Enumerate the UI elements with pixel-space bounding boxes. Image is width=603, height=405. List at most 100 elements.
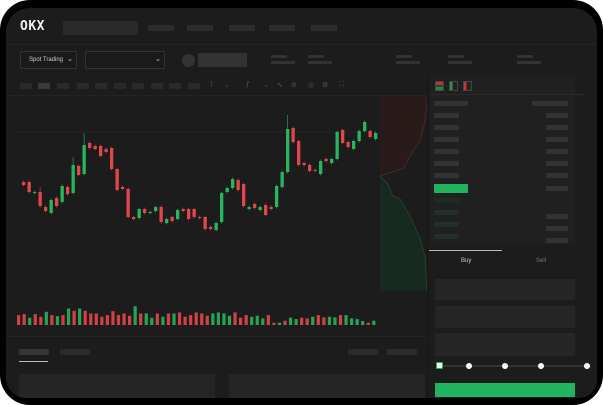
candle-down: [170, 217, 174, 221]
ruler-icon[interactable]: ⊘: [291, 82, 297, 89]
chart-interval-1[interactable]: [20, 83, 32, 89]
ask-row-amount: [546, 161, 568, 166]
volume-bar: [250, 316, 254, 325]
candle-down: [104, 149, 108, 152]
indicator-icon[interactable]: ⌄: [224, 82, 230, 89]
buy-button[interactable]: [435, 383, 575, 397]
nav-item-4[interactable]: [269, 25, 295, 31]
settings-icon[interactable]: ⚙: [322, 82, 329, 89]
drawing-menu-icon[interactable]: ⌄: [263, 82, 269, 89]
candle-down: [324, 159, 328, 161]
ticker-stat-label: [448, 55, 464, 58]
slider-handle[interactable]: [436, 362, 443, 369]
volume-bar: [122, 313, 126, 325]
chart-type-icon[interactable]: ⟟: [210, 81, 213, 88]
coin-icon: [182, 54, 195, 67]
slider-stop-100[interactable]: [584, 363, 590, 369]
positions-panel: [229, 374, 425, 398]
chart-interval-7[interactable]: [132, 83, 144, 89]
ticker-stat-label: [308, 55, 324, 58]
candle-up: [357, 131, 361, 141]
tab-order-history[interactable]: [60, 349, 90, 355]
nav-item-1[interactable]: [148, 25, 174, 31]
candle-down: [99, 146, 103, 156]
chart-interval-3[interactable]: [57, 83, 69, 89]
ask-row-price[interactable]: [434, 113, 459, 118]
candle-down: [264, 205, 268, 215]
fullscreen-icon[interactable]: ⛶: [339, 81, 344, 88]
tab-sell[interactable]: Sell: [536, 258, 547, 264]
ask-row-amount: [546, 137, 568, 142]
okx-logo[interactable]: OKX: [20, 20, 60, 34]
bid-row-price[interactable]: [434, 198, 459, 203]
candle-down: [77, 166, 81, 175]
chart-interval-6[interactable]: [114, 83, 126, 89]
volume-bar: [338, 315, 343, 325]
screenshot-icon[interactable]: ◎: [308, 82, 315, 89]
volume-bar: [344, 315, 348, 325]
ask-row-price[interactable]: [434, 125, 459, 130]
tab-open-orders[interactable]: [19, 349, 49, 355]
draw-icon[interactable]: ƒ: [246, 81, 250, 88]
slider-stop-75[interactable]: [538, 363, 544, 369]
total-input[interactable]: [435, 333, 575, 356]
book-asks-icon[interactable]: [463, 81, 472, 91]
chart-interval-10[interactable]: [188, 83, 200, 89]
slider-stop-25[interactable]: [466, 363, 472, 369]
bid-row-price[interactable]: [434, 210, 459, 215]
candle-down: [22, 182, 26, 185]
candlestick-chart[interactable]: [6, 8, 426, 338]
bottom-action-1[interactable]: [348, 349, 378, 355]
ask-row-price[interactable]: [434, 173, 459, 178]
bid-row-price[interactable]: [434, 234, 459, 239]
candle-down: [93, 146, 97, 149]
header-search-placeholder[interactable]: [63, 21, 138, 35]
candle-down: [187, 209, 191, 219]
ask-row-price[interactable]: [434, 137, 459, 142]
chart-interval-8[interactable]: [151, 83, 163, 89]
ask-row-price[interactable]: [434, 161, 459, 166]
bid-row-price[interactable]: [434, 222, 459, 227]
candle-up: [82, 145, 86, 174]
candle-up: [225, 188, 229, 192]
candle-down: [143, 209, 147, 213]
last-price-highlight[interactable]: [434, 184, 468, 193]
nav-item-3[interactable]: [229, 25, 255, 31]
volume-bar: [61, 315, 65, 325]
market-type-select[interactable]: Spot Trading ⌄: [20, 51, 77, 69]
header-divider: [6, 44, 597, 45]
volume-bar: [111, 311, 115, 325]
tab-buy[interactable]: Buy: [461, 258, 472, 264]
nav-item-5[interactable]: [311, 25, 337, 31]
volume-bar: [255, 315, 259, 325]
candle-down: [132, 217, 136, 219]
candle-down: [297, 141, 301, 165]
ask-row-price[interactable]: [434, 149, 459, 154]
bottom-action-2[interactable]: [387, 349, 417, 355]
volume-bar: [166, 313, 171, 325]
chart-interval-4[interactable]: [77, 83, 89, 89]
app-screen: OKX Spot Trading ⌄ ⌄ Buy Sell: [6, 8, 597, 398]
chart-interval-9[interactable]: [169, 83, 181, 89]
volume-bar: [172, 313, 176, 325]
candle-down: [302, 163, 306, 165]
book-both-icon[interactable]: [435, 81, 444, 91]
amount-input[interactable]: [435, 306, 575, 328]
candle-up: [33, 192, 37, 193]
chart-interval-2[interactable]: [38, 83, 50, 89]
nav-item-2[interactable]: [187, 25, 213, 31]
chart-interval-5[interactable]: [95, 83, 107, 89]
slider-stop-50[interactable]: [502, 363, 508, 369]
volume-bar: [39, 316, 43, 325]
trading-pair-select[interactable]: ⌄: [85, 51, 165, 69]
volume-bar: [100, 316, 104, 325]
volume-bar: [294, 319, 298, 325]
volume-bar: [116, 315, 121, 325]
trend-icon[interactable]: ∿: [277, 82, 283, 89]
amount-slider[interactable]: [439, 365, 589, 367]
volume-bar: [316, 315, 320, 325]
book-bids-icon[interactable]: [449, 81, 458, 91]
candle-down: [253, 204, 257, 208]
price-input[interactable]: [435, 279, 575, 300]
volume-bar: [227, 315, 232, 325]
